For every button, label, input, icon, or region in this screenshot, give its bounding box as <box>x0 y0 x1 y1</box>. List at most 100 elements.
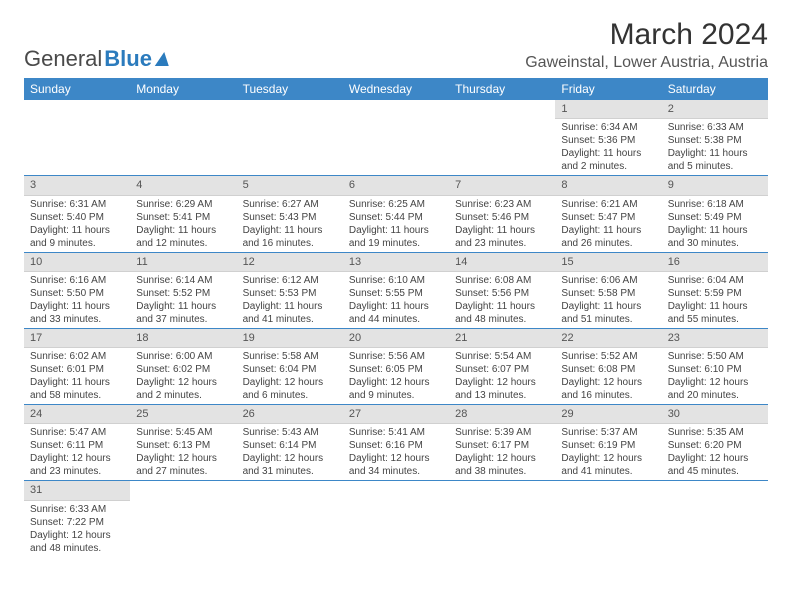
calendar-day-cell: 22Sunrise: 5:52 AMSunset: 6:08 PMDayligh… <box>555 328 661 404</box>
sunset-line: Sunset: 5:41 PM <box>136 211 230 224</box>
day-number: 30 <box>662 405 768 424</box>
calendar-day-cell: 13Sunrise: 6:10 AMSunset: 5:55 PMDayligh… <box>343 252 449 328</box>
calendar-day-cell <box>343 481 449 557</box>
logo-sail-icon <box>155 52 171 66</box>
header: GeneralBlue March 2024 Gaweinstal, Lower… <box>24 18 768 72</box>
daylight-line-2: and 16 minutes. <box>561 389 655 402</box>
calendar-day-cell: 24Sunrise: 5:47 AMSunset: 6:11 PMDayligh… <box>24 405 130 481</box>
day-number: 31 <box>24 481 130 500</box>
day-content: Sunrise: 6:00 AMSunset: 6:02 PMDaylight:… <box>130 348 236 404</box>
sunrise-line: Sunrise: 6:12 AM <box>243 274 337 287</box>
calendar-day-cell: 7Sunrise: 6:23 AMSunset: 5:46 PMDaylight… <box>449 176 555 252</box>
calendar-day-cell <box>130 481 236 557</box>
day-content: Sunrise: 5:45 AMSunset: 6:13 PMDaylight:… <box>130 424 236 480</box>
sunrise-line: Sunrise: 6:08 AM <box>455 274 549 287</box>
sunrise-line: Sunrise: 6:06 AM <box>561 274 655 287</box>
daylight-line-1: Daylight: 11 hours <box>668 147 762 160</box>
daylight-line-2: and 58 minutes. <box>30 389 124 402</box>
day-number: 23 <box>662 329 768 348</box>
logo: GeneralBlue <box>24 46 170 72</box>
day-content: Sunrise: 6:10 AMSunset: 5:55 PMDaylight:… <box>343 272 449 328</box>
daylight-line-2: and 38 minutes. <box>455 465 549 478</box>
calendar-day-cell: 1Sunrise: 6:34 AMSunset: 5:36 PMDaylight… <box>555 100 661 176</box>
daylight-line-2: and 44 minutes. <box>349 313 443 326</box>
daylight-line-1: Daylight: 11 hours <box>136 224 230 237</box>
sunset-line: Sunset: 5:47 PM <box>561 211 655 224</box>
day-number: 8 <box>555 176 661 195</box>
sunset-line: Sunset: 5:56 PM <box>455 287 549 300</box>
calendar-day-cell: 11Sunrise: 6:14 AMSunset: 5:52 PMDayligh… <box>130 252 236 328</box>
daylight-line-2: and 31 minutes. <box>243 465 337 478</box>
day-content: Sunrise: 6:25 AMSunset: 5:44 PMDaylight:… <box>343 196 449 252</box>
sunrise-line: Sunrise: 6:00 AM <box>136 350 230 363</box>
day-number: 22 <box>555 329 661 348</box>
calendar-table: SundayMondayTuesdayWednesdayThursdayFrid… <box>24 78 768 557</box>
calendar-week-row: 10Sunrise: 6:16 AMSunset: 5:50 PMDayligh… <box>24 252 768 328</box>
daylight-line-2: and 13 minutes. <box>455 389 549 402</box>
daylight-line-2: and 34 minutes. <box>349 465 443 478</box>
sunrise-line: Sunrise: 6:33 AM <box>30 503 124 516</box>
day-content: Sunrise: 5:50 AMSunset: 6:10 PMDaylight:… <box>662 348 768 404</box>
sunrise-line: Sunrise: 6:21 AM <box>561 198 655 211</box>
calendar-day-cell: 12Sunrise: 6:12 AMSunset: 5:53 PMDayligh… <box>237 252 343 328</box>
sunset-line: Sunset: 6:17 PM <box>455 439 549 452</box>
daylight-line-2: and 55 minutes. <box>668 313 762 326</box>
daylight-line-2: and 5 minutes. <box>668 160 762 173</box>
day-number: 29 <box>555 405 661 424</box>
sunrise-line: Sunrise: 5:43 AM <box>243 426 337 439</box>
sunrise-line: Sunrise: 6:33 AM <box>668 121 762 134</box>
sunset-line: Sunset: 5:59 PM <box>668 287 762 300</box>
daylight-line-2: and 9 minutes. <box>349 389 443 402</box>
calendar-day-cell <box>449 481 555 557</box>
daylight-line-2: and 12 minutes. <box>136 237 230 250</box>
day-number: 7 <box>449 176 555 195</box>
calendar-week-row: 24Sunrise: 5:47 AMSunset: 6:11 PMDayligh… <box>24 405 768 481</box>
day-content: Sunrise: 6:27 AMSunset: 5:43 PMDaylight:… <box>237 196 343 252</box>
weekday-header: Thursday <box>449 78 555 100</box>
daylight-line-1: Daylight: 11 hours <box>455 224 549 237</box>
daylight-line-1: Daylight: 12 hours <box>561 452 655 465</box>
sunrise-line: Sunrise: 5:37 AM <box>561 426 655 439</box>
calendar-day-cell <box>130 100 236 176</box>
day-content: Sunrise: 5:56 AMSunset: 6:05 PMDaylight:… <box>343 348 449 404</box>
calendar-body: 1Sunrise: 6:34 AMSunset: 5:36 PMDaylight… <box>24 100 768 557</box>
sunset-line: Sunset: 6:19 PM <box>561 439 655 452</box>
sunset-line: Sunset: 5:50 PM <box>30 287 124 300</box>
day-content: Sunrise: 6:18 AMSunset: 5:49 PMDaylight:… <box>662 196 768 252</box>
daylight-line-2: and 45 minutes. <box>668 465 762 478</box>
day-number: 27 <box>343 405 449 424</box>
day-content: Sunrise: 6:16 AMSunset: 5:50 PMDaylight:… <box>24 272 130 328</box>
calendar-day-cell: 15Sunrise: 6:06 AMSunset: 5:58 PMDayligh… <box>555 252 661 328</box>
day-number: 4 <box>130 176 236 195</box>
weekday-header: Monday <box>130 78 236 100</box>
calendar-day-cell: 6Sunrise: 6:25 AMSunset: 5:44 PMDaylight… <box>343 176 449 252</box>
daylight-line-1: Daylight: 12 hours <box>136 452 230 465</box>
sunrise-line: Sunrise: 6:16 AM <box>30 274 124 287</box>
day-content: Sunrise: 5:52 AMSunset: 6:08 PMDaylight:… <box>555 348 661 404</box>
weekday-header: Tuesday <box>237 78 343 100</box>
day-content: Sunrise: 6:02 AMSunset: 6:01 PMDaylight:… <box>24 348 130 404</box>
day-content: Sunrise: 6:34 AMSunset: 5:36 PMDaylight:… <box>555 119 661 175</box>
calendar-week-row: 1Sunrise: 6:34 AMSunset: 5:36 PMDaylight… <box>24 100 768 176</box>
calendar-day-cell <box>662 481 768 557</box>
month-title: March 2024 <box>525 18 768 52</box>
daylight-line-2: and 48 minutes. <box>455 313 549 326</box>
sunset-line: Sunset: 7:22 PM <box>30 516 124 529</box>
sunrise-line: Sunrise: 6:02 AM <box>30 350 124 363</box>
day-content: Sunrise: 6:04 AMSunset: 5:59 PMDaylight:… <box>662 272 768 328</box>
day-content: Sunrise: 6:23 AMSunset: 5:46 PMDaylight:… <box>449 196 555 252</box>
calendar-day-cell <box>449 100 555 176</box>
day-content: Sunrise: 5:54 AMSunset: 6:07 PMDaylight:… <box>449 348 555 404</box>
calendar-day-cell <box>555 481 661 557</box>
calendar-day-cell: 25Sunrise: 5:45 AMSunset: 6:13 PMDayligh… <box>130 405 236 481</box>
daylight-line-1: Daylight: 11 hours <box>349 300 443 313</box>
daylight-line-2: and 48 minutes. <box>30 542 124 555</box>
daylight-line-2: and 20 minutes. <box>668 389 762 402</box>
daylight-line-1: Daylight: 11 hours <box>30 224 124 237</box>
sunset-line: Sunset: 6:13 PM <box>136 439 230 452</box>
daylight-line-1: Daylight: 11 hours <box>30 300 124 313</box>
sunset-line: Sunset: 5:36 PM <box>561 134 655 147</box>
calendar-day-cell: 28Sunrise: 5:39 AMSunset: 6:17 PMDayligh… <box>449 405 555 481</box>
daylight-line-1: Daylight: 12 hours <box>30 529 124 542</box>
sunrise-line: Sunrise: 5:35 AM <box>668 426 762 439</box>
